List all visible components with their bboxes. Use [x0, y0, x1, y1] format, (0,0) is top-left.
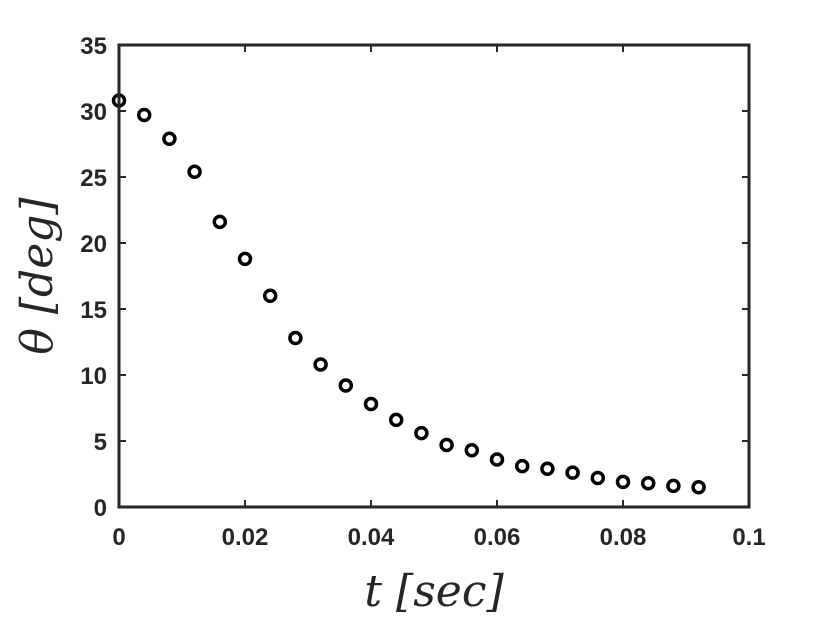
data-point	[640, 475, 656, 491]
x-axis-label: t [sec]	[364, 566, 504, 617]
data-point	[262, 288, 278, 304]
data-point	[464, 442, 480, 458]
x-tick-label: 0.1	[732, 524, 765, 551]
y-axis-label: θ [deg]	[12, 197, 63, 355]
x-tick-label: 0	[112, 524, 125, 551]
axes-box	[117, 43, 751, 509]
y-tick-label: 35	[80, 33, 107, 60]
y-tick-label: 30	[80, 99, 107, 126]
y-tick-label: 10	[80, 363, 107, 390]
data-point	[514, 458, 530, 474]
y-tick-label: 15	[80, 297, 107, 324]
data-point	[212, 214, 228, 230]
data-point	[691, 479, 706, 495]
x-tick-label: 0.06	[474, 524, 521, 551]
y-tick-label: 20	[80, 231, 107, 258]
data-point	[666, 478, 681, 494]
data-points	[111, 93, 706, 495]
data-point	[414, 425, 429, 441]
data-point	[338, 378, 354, 393]
tick-labels: 0 0.02 0.04 0.06 0.08 0.1 0 5 10 15 20 25 30 35	[80, 33, 765, 551]
data-point	[313, 357, 328, 372]
data-point	[439, 437, 454, 453]
data-point	[136, 107, 152, 123]
x-tick-label: 0.02	[222, 524, 269, 551]
data-point	[162, 131, 177, 146]
data-point	[187, 164, 202, 179]
plot-area	[119, 45, 749, 507]
y-tick-label: 25	[80, 165, 107, 192]
data-point	[540, 461, 555, 476]
data-point	[363, 396, 379, 412]
data-point	[565, 465, 580, 480]
data-point	[590, 470, 606, 486]
y-tick-label: 0	[94, 495, 107, 522]
x-tick-label: 0.04	[348, 524, 395, 551]
data-point	[288, 330, 303, 346]
y-tick-label: 5	[94, 429, 107, 456]
data-point	[615, 474, 631, 490]
data-point	[489, 452, 505, 467]
x-tick-label: 0.08	[600, 524, 647, 551]
data-point	[388, 412, 404, 428]
data-point	[237, 251, 253, 267]
